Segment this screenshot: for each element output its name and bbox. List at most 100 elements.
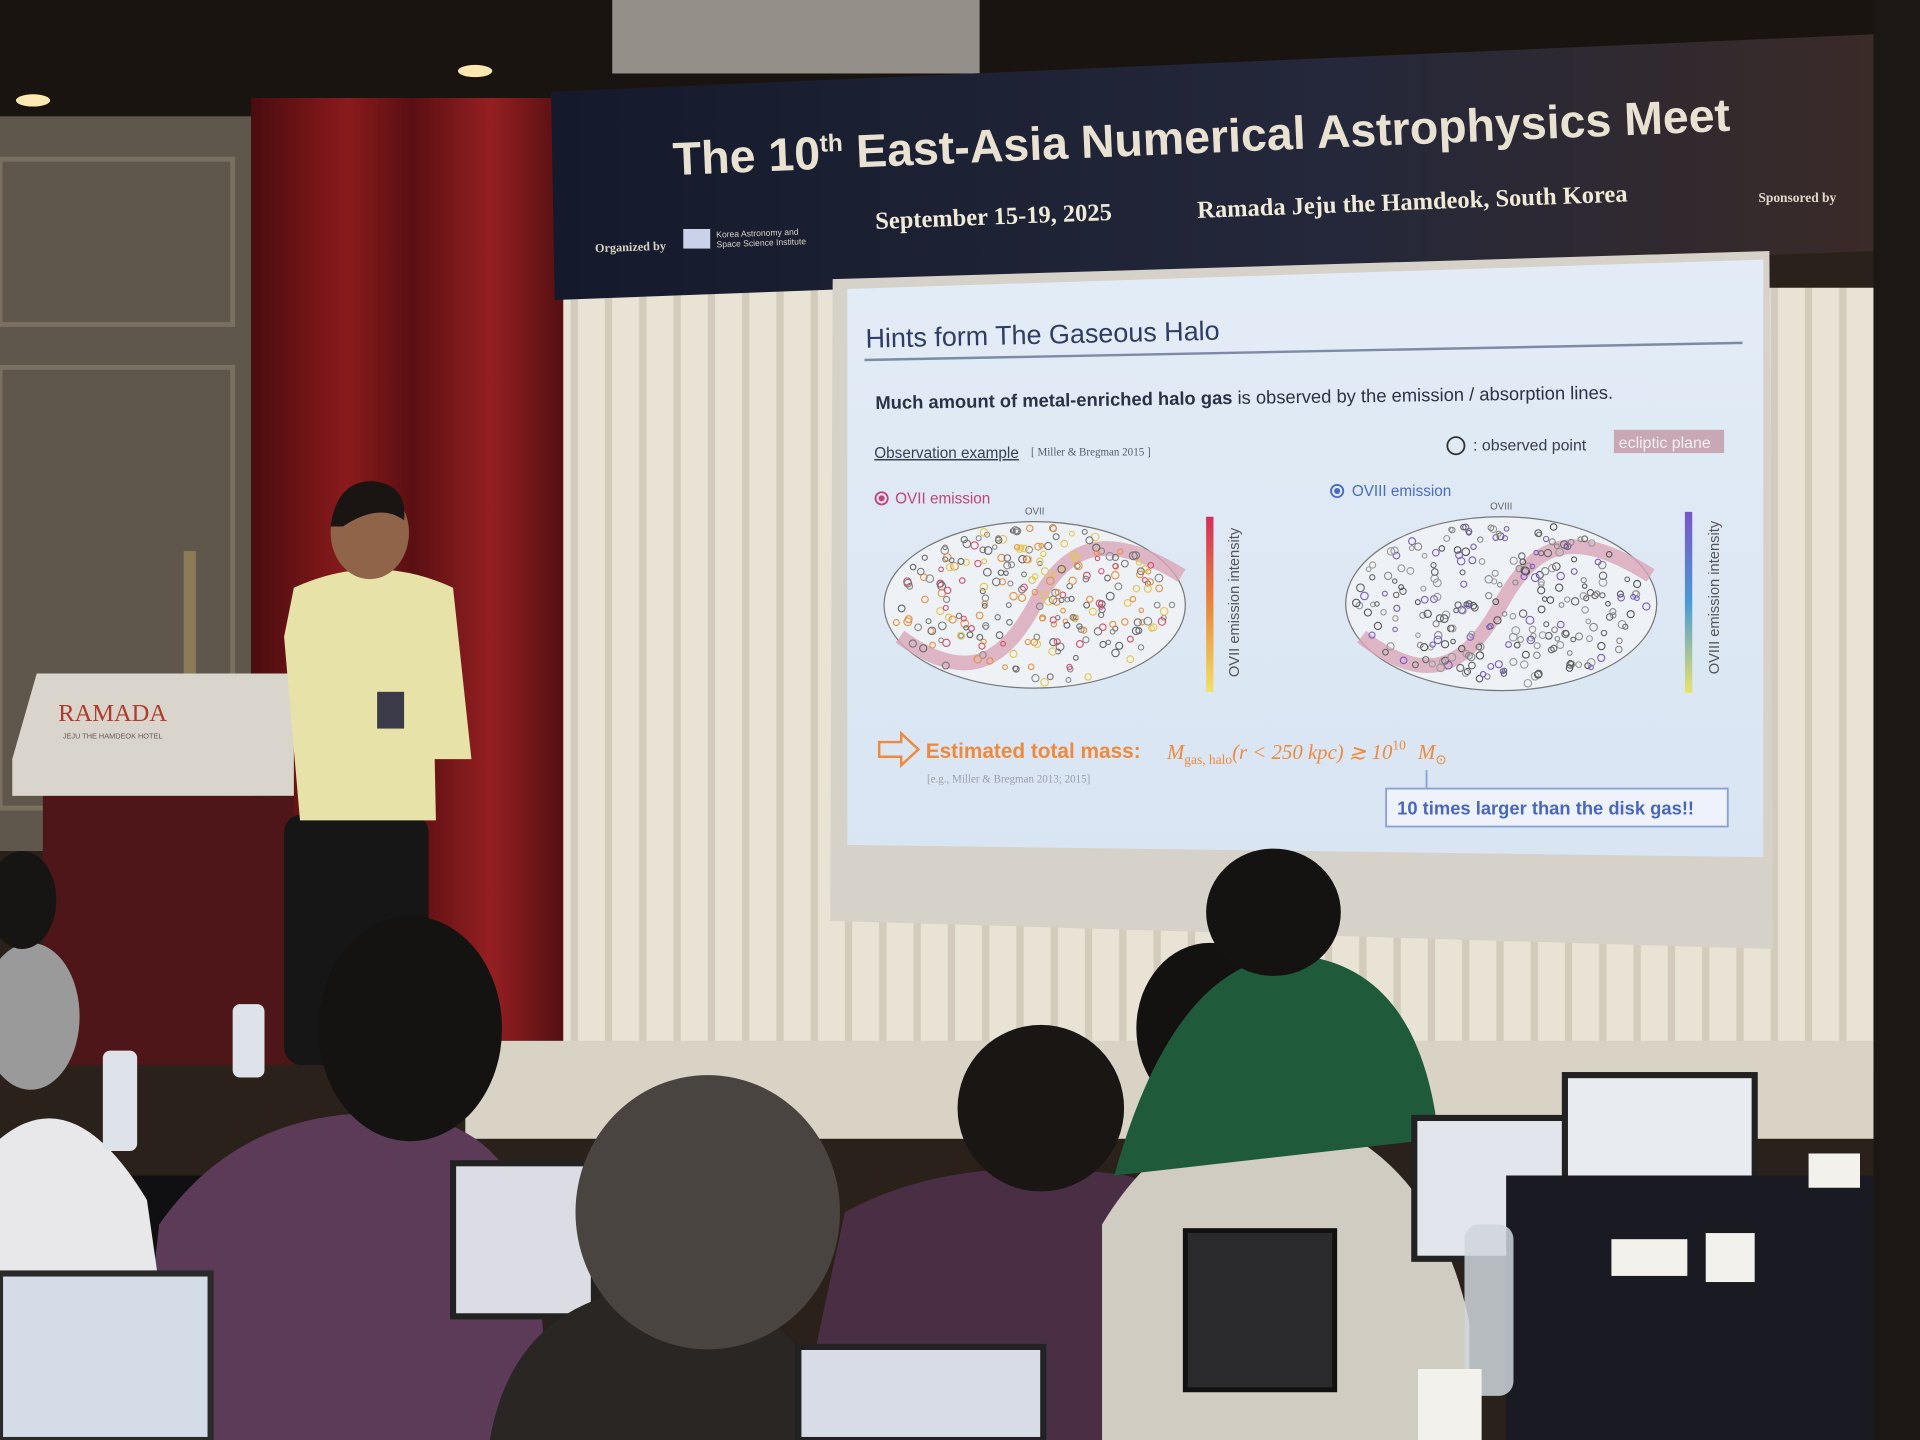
map-dot [1509,657,1518,667]
map-dot [1414,542,1423,551]
map-dot [1415,632,1421,638]
map-dot [1566,650,1573,656]
map-dot [1098,606,1106,614]
map-dot [1081,528,1088,535]
map-dot [1112,562,1119,570]
audience-ellipse [0,851,57,949]
map-dot [1443,534,1451,542]
map-dot [1008,561,1016,569]
map-dot [1465,602,1472,609]
map-dot [1616,590,1624,598]
map-dot [1031,588,1039,596]
map-dot [1155,584,1164,593]
map-dot [1575,661,1583,669]
map-dot [960,615,967,622]
map-dot [1380,609,1387,616]
legend-point: : observed point [1473,438,1587,455]
map-dot [1099,640,1107,649]
map-dot [958,632,964,639]
map-dot [1517,635,1525,643]
map-dot [1537,586,1546,595]
map-dot [1105,551,1115,561]
map-dot [1491,569,1499,577]
organizer-name: Korea Astronomy andSpace Science Institu… [716,226,806,249]
map-dot [1009,649,1018,658]
map-dot [1626,610,1635,619]
map-dot [1083,601,1091,609]
map-dot [1521,650,1530,659]
map-dot [975,535,982,542]
map-dot [1414,599,1421,606]
lead-sentence: Much amount of metal-enriched halo gas i… [875,382,1613,413]
map-dot [1035,557,1044,565]
map-dot [1492,598,1500,606]
map-dot [1499,668,1506,675]
map-dot [942,604,949,611]
map-dot [1491,578,1498,585]
map-dot [1565,664,1574,672]
colorbar [1684,511,1693,694]
lead-bold: Much amount of metal-enriched halo gas [875,387,1232,413]
map-dot [1441,656,1450,665]
map-dot [1555,547,1564,557]
map-dot [1468,661,1476,670]
map-dot [1069,551,1079,560]
colorbar-label: OVIII emission intensity [1707,520,1723,674]
audience-rect [1417,1368,1482,1440]
map-dot [956,631,966,640]
map-dot [1495,530,1502,537]
map-dot [1538,631,1547,640]
audience-rect [1611,1239,1688,1276]
map-dot [1554,583,1564,592]
map-dot [1386,642,1395,651]
map-dot [1138,607,1145,614]
map-dot [1082,636,1090,644]
room-rect [0,156,236,327]
map-dot [1397,564,1406,573]
map-dot [991,544,998,550]
map-dot [1475,674,1484,683]
map-dot [1135,570,1144,579]
map-dot [1003,570,1009,576]
map-dot [1133,618,1142,627]
map-dot [1120,559,1129,568]
map-dot [979,588,986,595]
map-dot [936,607,945,616]
map-dot [1529,563,1536,570]
map-dot [1435,614,1444,623]
map-dot [1487,662,1495,670]
map-dot [1086,595,1094,603]
map-dot [1456,663,1465,673]
map-dot [909,563,917,571]
map-dot [1051,571,1057,577]
formula-part: 10 [1392,737,1406,752]
map-dot [1577,536,1584,543]
map-dot [1018,555,1027,564]
map-dot [1422,656,1430,664]
map-dot [1541,596,1548,602]
audience-ellipse [0,942,80,1090]
map-dot [1432,578,1442,588]
map-dot [991,577,1001,587]
map-dot [1012,665,1019,672]
map-dot [963,625,969,631]
map-dot [1031,673,1040,683]
map-dot [960,619,970,628]
map-dot [1430,568,1439,576]
estimate-ref: [e.g., Miller & Bregman 2013; 2015] [927,773,1090,785]
map-dot [1476,642,1485,652]
map-dot [1017,544,1025,551]
map-dot [945,563,954,572]
map-label-icon [1330,483,1345,499]
map-dot [997,553,1006,563]
map-label-icon [878,495,885,502]
map-dot [981,594,990,602]
map-dot [1027,663,1035,671]
map-dot [1085,536,1094,545]
map-dot [1556,571,1565,581]
map-dot [1616,637,1623,645]
map-dot [1428,660,1436,668]
audience-rect [102,1050,138,1152]
map-dot [1433,592,1442,602]
